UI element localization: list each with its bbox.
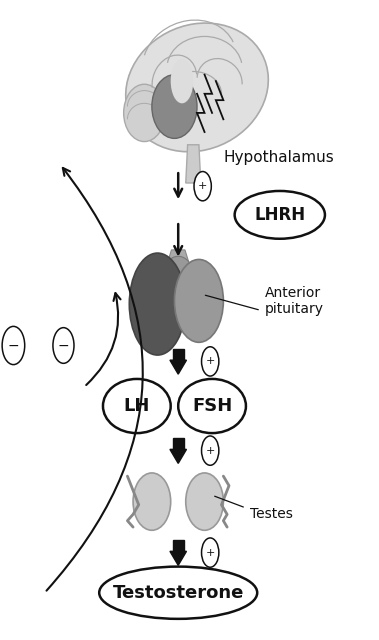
Text: −: − — [8, 339, 19, 353]
Circle shape — [2, 326, 25, 365]
Text: Testosterone: Testosterone — [113, 584, 244, 602]
Text: −: − — [58, 339, 69, 353]
Ellipse shape — [163, 256, 193, 294]
Circle shape — [202, 538, 219, 567]
Text: +: + — [205, 548, 215, 557]
Ellipse shape — [126, 23, 268, 152]
Text: LH: LH — [124, 397, 150, 415]
Polygon shape — [172, 540, 184, 551]
Ellipse shape — [99, 566, 257, 619]
Text: Hypothalamus: Hypothalamus — [223, 150, 334, 165]
Text: +: + — [205, 445, 215, 456]
Ellipse shape — [152, 75, 197, 138]
FancyArrowPatch shape — [86, 293, 121, 385]
Text: FSH: FSH — [192, 397, 232, 415]
Polygon shape — [172, 438, 184, 449]
Polygon shape — [170, 449, 186, 463]
Text: LHRH: LHRH — [254, 206, 305, 224]
Ellipse shape — [129, 253, 186, 355]
Ellipse shape — [124, 84, 165, 141]
Polygon shape — [170, 551, 186, 565]
Polygon shape — [172, 349, 184, 360]
Circle shape — [202, 436, 219, 465]
Text: +: + — [198, 181, 207, 191]
Polygon shape — [166, 250, 190, 267]
Ellipse shape — [235, 191, 325, 239]
Text: Testes: Testes — [250, 508, 293, 522]
Ellipse shape — [178, 379, 246, 433]
Circle shape — [202, 347, 219, 376]
FancyArrowPatch shape — [47, 168, 143, 591]
Circle shape — [53, 328, 74, 364]
Text: +: + — [205, 356, 215, 367]
Ellipse shape — [171, 59, 193, 103]
Ellipse shape — [133, 473, 171, 531]
Ellipse shape — [174, 259, 223, 342]
Circle shape — [194, 172, 211, 201]
Polygon shape — [186, 145, 201, 183]
Ellipse shape — [103, 379, 171, 433]
Text: Anterior
pituitary: Anterior pituitary — [265, 286, 324, 316]
Polygon shape — [170, 360, 186, 374]
Ellipse shape — [186, 473, 223, 531]
